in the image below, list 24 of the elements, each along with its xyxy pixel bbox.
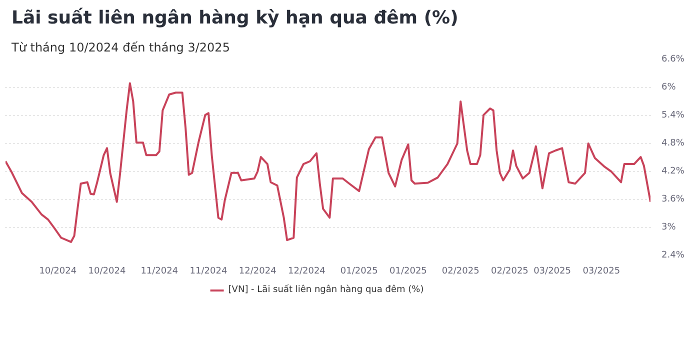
x-tick-label: 11/2024 (190, 266, 228, 276)
x-tick-label: 12/2024 (288, 266, 326, 276)
y-tick-label: 3.6% (662, 194, 685, 204)
x-tick-label: 03/2025 (534, 266, 571, 276)
legend-label: [VN] - Lãi suất liên ngân hàng qua đêm (%) (228, 285, 424, 295)
y-tick-label: 6.6% (662, 54, 685, 64)
y-tick-label: 4.2% (662, 166, 685, 176)
chart-subtitle: Từ tháng 10/2024 đến tháng 3/2025 (10, 40, 230, 54)
x-tick-label: 02/2025 (442, 266, 480, 276)
y-tick-label: 6% (662, 82, 676, 92)
y-tick-label: 5.4% (662, 110, 685, 120)
x-tick-label: 03/2025 (582, 266, 620, 276)
x-tick-label: 12/2024 (238, 266, 277, 276)
y-tick-label: 2.4% (662, 250, 685, 260)
x-tick-label: 01/2025 (390, 266, 427, 276)
x-tick-label: 02/2025 (491, 266, 528, 276)
y-tick-label: 4.8% (662, 138, 685, 148)
chart-title: Lãi suất liên ngân hàng kỳ hạn qua đêm (%) (12, 8, 458, 28)
x-tick-label: 10/2024 (88, 266, 126, 276)
line-series (6, 82, 650, 243)
x-tick-label: 01/2025 (340, 266, 378, 276)
x-tick-label: 11/2024 (140, 266, 178, 276)
x-tick-label: 10/2024 (39, 266, 77, 276)
y-tick-label: 3% (662, 222, 676, 232)
